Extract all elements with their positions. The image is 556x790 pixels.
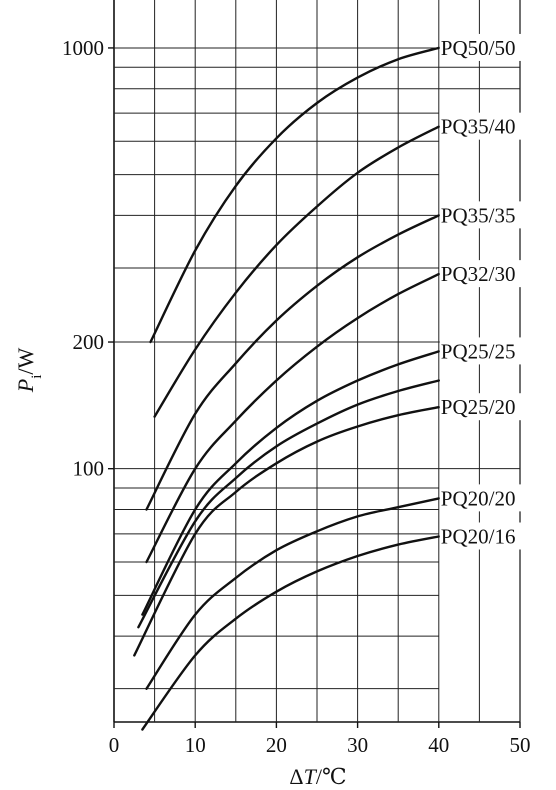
series-label: PQ25/25 bbox=[441, 339, 516, 363]
series-line bbox=[137, 379, 440, 629]
y-tick-labels: 100 200 1000 bbox=[62, 36, 114, 481]
series-label-background bbox=[439, 112, 554, 140]
series-label: PQ32/30 bbox=[441, 262, 516, 286]
x-axis-label-variable: T bbox=[304, 764, 318, 789]
y-axis-label-unit: /W bbox=[13, 348, 38, 375]
y-axis-label-subscript: i bbox=[29, 375, 45, 379]
series-label-background bbox=[439, 393, 554, 421]
series-labels: PQ50/50 PQ35/40 PQ35/35 PQ32/30 PQ25/25 PQ25/… bbox=[439, 33, 554, 550]
y-axis-label-variable: P bbox=[13, 379, 38, 393]
series-label-background bbox=[439, 522, 554, 550]
series-line bbox=[149, 46, 440, 344]
series-label: PQ50/50 bbox=[441, 36, 516, 60]
series-label-background bbox=[439, 337, 554, 365]
x-tick-label: 40 bbox=[428, 733, 449, 757]
series-label-background bbox=[439, 260, 554, 288]
x-tick-label: 10 bbox=[185, 733, 206, 757]
series-lines bbox=[133, 46, 440, 731]
y-tick-label: 200 bbox=[73, 330, 105, 354]
y-axis-label: Pi/W bbox=[13, 348, 45, 394]
x-tick-label: 0 bbox=[109, 733, 120, 757]
series-label: PQ35/35 bbox=[441, 203, 516, 227]
series-label-background bbox=[439, 201, 554, 229]
series-line bbox=[145, 214, 440, 511]
series-label: PQ20/16 bbox=[441, 524, 516, 548]
series-line bbox=[145, 272, 440, 564]
x-tick-label: 50 bbox=[510, 733, 531, 757]
series-line bbox=[141, 535, 440, 731]
series-line bbox=[145, 497, 440, 690]
x-axis-label: ΔT/℃ bbox=[289, 764, 346, 789]
x-axis-label-prefix: Δ bbox=[289, 764, 303, 789]
series-label: PQ25/20 bbox=[441, 395, 516, 419]
series-line bbox=[141, 350, 440, 616]
series-line bbox=[133, 406, 440, 657]
x-tick-labels: 0 10 20 30 40 50 bbox=[109, 722, 531, 757]
x-tick-label: 30 bbox=[347, 733, 368, 757]
series-label-background bbox=[439, 484, 554, 512]
x-tick-label: 20 bbox=[266, 733, 287, 757]
series-line bbox=[153, 125, 440, 418]
x-axis-label-unit: /℃ bbox=[316, 764, 347, 789]
y-tick-label: 1000 bbox=[62, 36, 104, 60]
series-label-background bbox=[439, 33, 554, 61]
series-label: PQ35/40 bbox=[441, 115, 516, 139]
y-tick-label: 100 bbox=[73, 457, 105, 481]
series-label: PQ20/20 bbox=[441, 486, 516, 510]
